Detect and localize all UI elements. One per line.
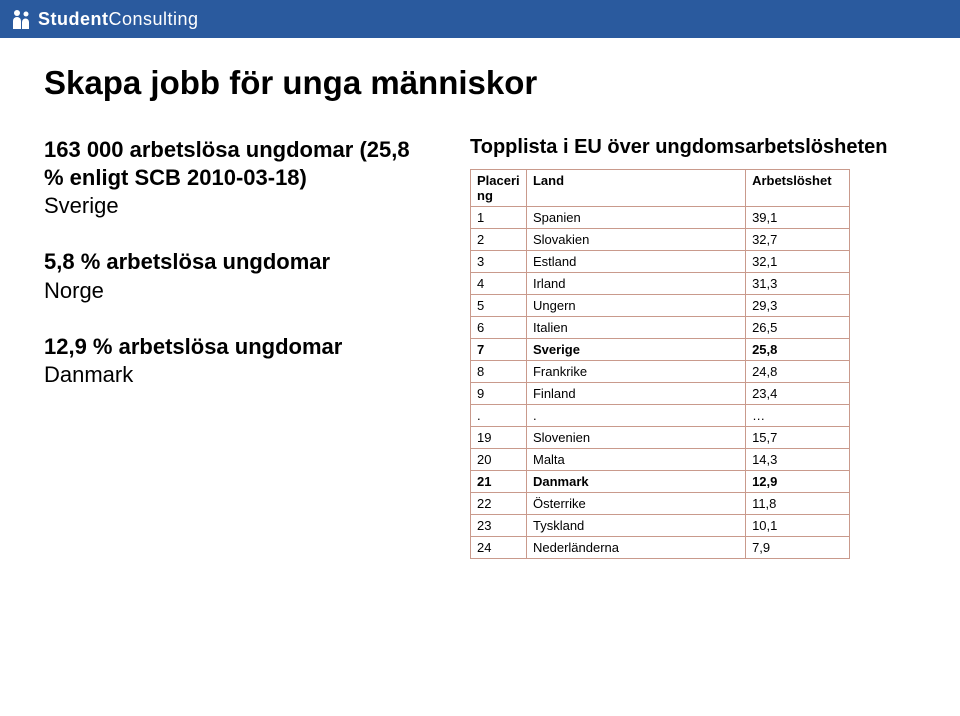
table-body: 1Spanien39,12Slovakien32,73Estland32,14I… [471,207,850,559]
brand-logo: StudentConsulting [10,7,199,31]
col-rank: Placering [471,170,527,207]
page-title: Skapa jobb för unga människor [44,64,916,102]
cell-country: . [526,405,745,427]
columns: 163 000 arbetslösa ungdomar (25,8 % enli… [44,136,916,559]
cell-rank: 7 [471,339,527,361]
cell-value: 15,7 [746,427,850,449]
cell-value: 25,8 [746,339,850,361]
cell-country: Italien [526,317,745,339]
cell-country: Nederländerna [526,537,745,559]
cell-rank: 6 [471,317,527,339]
cell-rank: . [471,405,527,427]
table-row: 2Slovakien32,7 [471,229,850,251]
table-row: 9Finland23,4 [471,383,850,405]
table-row: 20Malta14,3 [471,449,850,471]
cell-rank: 1 [471,207,527,229]
cell-country: Spanien [526,207,745,229]
cell-rank: 9 [471,383,527,405]
table-row: 23Tyskland10,1 [471,515,850,537]
cell-value: 26,5 [746,317,850,339]
stat-country: Norge [44,278,104,303]
stat-country: Sverige [44,193,119,218]
cell-rank: 3 [471,251,527,273]
cell-rank: 23 [471,515,527,537]
brand-sub: Consulting [109,9,199,29]
cell-value: 39,1 [746,207,850,229]
stat-block-denmark: 12,9 % arbetslösa ungdomar Danmark [44,333,414,389]
table-title: Topplista i EU över ungdomsarbetslöshete… [470,136,916,159]
stat-bold: 12,9 % arbetslösa ungdomar [44,334,342,359]
cell-country: Danmark [526,471,745,493]
stat-block-norway: 5,8 % arbetslösa ungdomar Norge [44,248,414,304]
table-row: 4Irland31,3 [471,273,850,295]
cell-country: Österrike [526,493,745,515]
stat-bold: 5,8 % arbetslösa ungdomar [44,249,330,274]
cell-value: 32,1 [746,251,850,273]
cell-country: Finland [526,383,745,405]
cell-value: 10,1 [746,515,850,537]
cell-value: 12,9 [746,471,850,493]
cell-rank: 24 [471,537,527,559]
cell-value: … [746,405,850,427]
cell-rank: 20 [471,449,527,471]
ranking-table: Placering Land Arbetslöshet 1Spanien39,1… [470,169,850,559]
cell-country: Slovakien [526,229,745,251]
cell-rank: 2 [471,229,527,251]
col-country: Land [526,170,745,207]
left-column: 163 000 arbetslösa ungdomar (25,8 % enli… [44,136,414,559]
people-icon [10,7,34,31]
table-row: ..… [471,405,850,427]
cell-country: Slovenien [526,427,745,449]
cell-rank: 22 [471,493,527,515]
stat-country: Danmark [44,362,133,387]
cell-rank: 8 [471,361,527,383]
table-head: Placering Land Arbetslöshet [471,170,850,207]
cell-value: 29,3 [746,295,850,317]
stat-block-sweden: 163 000 arbetslösa ungdomar (25,8 % enli… [44,136,414,220]
cell-country: Sverige [526,339,745,361]
table-row: 3Estland32,1 [471,251,850,273]
table-row: 8Frankrike24,8 [471,361,850,383]
table-row: 1Spanien39,1 [471,207,850,229]
table-row: 22Österrike11,8 [471,493,850,515]
cell-rank: 21 [471,471,527,493]
cell-country: Tyskland [526,515,745,537]
cell-rank: 19 [471,427,527,449]
cell-value: 11,8 [746,493,850,515]
cell-country: Irland [526,273,745,295]
table-row: 24Nederländerna7,9 [471,537,850,559]
cell-country: Frankrike [526,361,745,383]
cell-value: 14,3 [746,449,850,471]
cell-value: 32,7 [746,229,850,251]
table-row: 5Ungern29,3 [471,295,850,317]
cell-value: 23,4 [746,383,850,405]
slide-content: Skapa jobb för unga människor 163 000 ar… [0,38,960,559]
table-row: 19Slovenien15,7 [471,427,850,449]
cell-value: 7,9 [746,537,850,559]
cell-country: Estland [526,251,745,273]
cell-country: Ungern [526,295,745,317]
col-value: Arbetslöshet [746,170,850,207]
right-column: Topplista i EU över ungdomsarbetslöshete… [470,136,916,559]
table-row: 21Danmark12,9 [471,471,850,493]
brand-text: StudentConsulting [38,9,199,30]
brand-main: Student [38,9,109,29]
cell-rank: 4 [471,273,527,295]
header-bar: StudentConsulting [0,0,960,38]
cell-value: 24,8 [746,361,850,383]
table-row: 7Sverige25,8 [471,339,850,361]
stat-bold: 163 000 arbetslösa ungdomar (25,8 % enli… [44,137,410,190]
table-row: 6Italien26,5 [471,317,850,339]
cell-rank: 5 [471,295,527,317]
cell-country: Malta [526,449,745,471]
cell-value: 31,3 [746,273,850,295]
